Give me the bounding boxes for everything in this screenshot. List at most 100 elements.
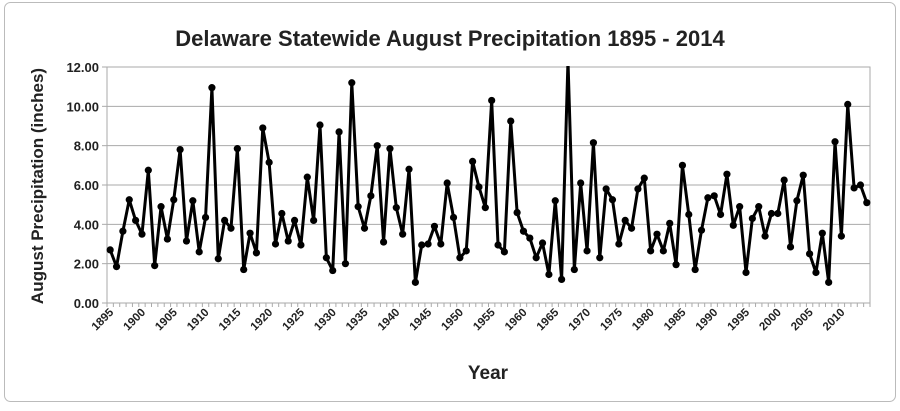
- data-point: [596, 254, 604, 262]
- data-point: [271, 240, 280, 248]
- data-point: [163, 235, 172, 243]
- data-point: [519, 227, 528, 235]
- data-point: [723, 170, 731, 178]
- data-point: [685, 210, 693, 219]
- data-point: [678, 161, 687, 169]
- data-point: [189, 197, 197, 205]
- data-point: [208, 84, 216, 92]
- data-point: [659, 247, 667, 255]
- data-point: [354, 203, 362, 211]
- data-point: [742, 268, 750, 277]
- data-point: [373, 142, 381, 150]
- data-point: [710, 192, 718, 200]
- data-point: [182, 237, 191, 245]
- data-point: [793, 197, 801, 205]
- data-point: [837, 232, 845, 240]
- data-point: [449, 213, 458, 222]
- data-point: [322, 254, 330, 262]
- data-point: [132, 216, 140, 224]
- data-point: [634, 185, 642, 193]
- y-tick-label: 2.00: [74, 257, 99, 272]
- data-point: [500, 248, 508, 256]
- data-point: [341, 260, 350, 268]
- data-point: [112, 263, 121, 271]
- data-point: [774, 209, 782, 218]
- data-point: [818, 229, 826, 237]
- data-point: [672, 261, 680, 269]
- y-axis-label: August Precipitation (inches): [28, 68, 47, 304]
- data-point: [437, 240, 445, 248]
- data-point: [424, 240, 432, 248]
- data-point: [360, 224, 369, 232]
- data-point: [799, 171, 807, 179]
- data-point: [704, 194, 712, 202]
- data-point: [233, 145, 241, 153]
- data-point: [640, 174, 648, 182]
- y-tick-label: 8.00: [74, 139, 99, 154]
- data-point: [367, 192, 375, 200]
- x-axis-label: Year: [468, 363, 509, 384]
- data-point: [577, 179, 585, 187]
- data-point: [551, 197, 559, 205]
- data-point: [430, 222, 439, 230]
- data-point: [691, 265, 699, 274]
- data-point: [621, 216, 629, 224]
- data-point: [348, 79, 356, 87]
- data-point: [825, 278, 833, 286]
- data-point: [227, 224, 235, 232]
- data-point: [157, 203, 165, 211]
- data-point: [850, 184, 858, 192]
- data-point: [716, 210, 725, 219]
- data-point: [532, 254, 540, 262]
- data-point: [392, 204, 400, 212]
- data-point: [138, 230, 146, 238]
- data-point: [729, 221, 737, 229]
- data-point: [411, 278, 419, 286]
- data-point: [488, 96, 496, 105]
- data-point: [386, 145, 394, 153]
- data-point: [379, 238, 388, 246]
- y-tick-label: 12.00: [66, 60, 99, 75]
- data-point: [405, 165, 413, 173]
- data-point: [786, 243, 795, 251]
- data-point: [284, 237, 292, 245]
- data-point: [246, 229, 254, 237]
- data-point: [863, 199, 871, 207]
- data-point: [456, 254, 464, 262]
- data-point: [805, 250, 814, 258]
- data-point: [170, 196, 178, 204]
- data-point: [335, 128, 343, 136]
- data-point: [526, 234, 534, 242]
- data-point: [265, 158, 273, 166]
- data-point: [214, 255, 222, 263]
- data-point: [278, 209, 286, 218]
- data-point: [119, 227, 127, 235]
- data-point: [812, 268, 820, 277]
- data-point: [589, 139, 598, 147]
- data-point: [125, 196, 133, 204]
- data-point: [583, 247, 591, 255]
- data-point: [195, 248, 203, 256]
- data-point: [481, 204, 489, 212]
- data-point: [303, 173, 311, 181]
- data-point: [602, 185, 610, 193]
- data-point: [329, 266, 337, 275]
- data-point: [418, 241, 426, 249]
- data-point: [297, 241, 305, 249]
- data-point: [507, 117, 515, 125]
- data-point: [201, 213, 210, 222]
- data-point: [469, 157, 477, 165]
- data-point: [748, 214, 756, 223]
- data-point: [399, 230, 407, 238]
- y-tick-label: 0.00: [74, 296, 99, 311]
- data-point: [545, 270, 553, 279]
- data-point: [844, 100, 852, 108]
- data-point: [697, 226, 706, 234]
- y-tick-label: 10.00: [66, 99, 99, 114]
- data-point: [494, 241, 502, 249]
- data-point: [513, 208, 521, 217]
- data-point: [475, 183, 483, 191]
- series-line: [108, 66, 869, 284]
- data-point: [608, 196, 617, 204]
- data-point: [290, 216, 299, 224]
